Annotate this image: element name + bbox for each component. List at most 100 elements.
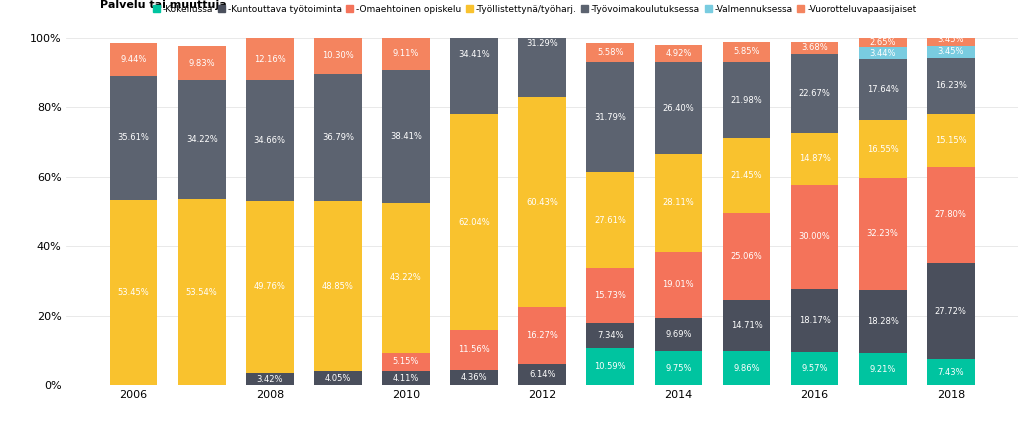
- Text: 53.54%: 53.54%: [186, 288, 218, 297]
- Bar: [246, 373, 294, 385]
- Bar: [655, 62, 702, 154]
- Text: 27.61%: 27.61%: [594, 216, 626, 225]
- Bar: [178, 46, 225, 80]
- Bar: [927, 114, 975, 167]
- Bar: [859, 38, 906, 47]
- Text: 49.76%: 49.76%: [254, 282, 285, 291]
- Bar: [927, 34, 975, 45]
- Text: 15.15%: 15.15%: [935, 136, 967, 145]
- Text: 9.11%: 9.11%: [393, 49, 419, 58]
- Text: 4.92%: 4.92%: [665, 49, 692, 58]
- Bar: [927, 360, 975, 385]
- Bar: [314, 38, 362, 74]
- Text: 5.15%: 5.15%: [393, 357, 419, 367]
- Bar: [586, 43, 634, 62]
- Text: 34.66%: 34.66%: [254, 136, 285, 145]
- Text: 10.59%: 10.59%: [594, 362, 626, 371]
- Bar: [178, 199, 225, 385]
- Bar: [586, 349, 634, 385]
- Bar: [519, 0, 566, 98]
- Text: 60.43%: 60.43%: [526, 198, 559, 207]
- Text: 16.23%: 16.23%: [935, 81, 967, 90]
- Text: 27.72%: 27.72%: [935, 307, 967, 316]
- Text: 19.01%: 19.01%: [663, 280, 695, 289]
- Text: 43.22%: 43.22%: [390, 274, 421, 282]
- Bar: [722, 351, 770, 385]
- Text: 16.55%: 16.55%: [866, 144, 898, 154]
- Bar: [927, 58, 975, 114]
- Bar: [791, 54, 839, 133]
- Bar: [178, 80, 225, 199]
- Text: 18.28%: 18.28%: [866, 317, 898, 326]
- Bar: [722, 62, 770, 139]
- Text: 35.61%: 35.61%: [118, 133, 149, 142]
- Bar: [586, 62, 634, 173]
- Text: 62.04%: 62.04%: [458, 218, 490, 226]
- Text: 3.42%: 3.42%: [257, 375, 283, 384]
- Bar: [791, 42, 839, 54]
- Text: 3.68%: 3.68%: [801, 43, 828, 52]
- Text: 9.44%: 9.44%: [121, 55, 146, 64]
- Bar: [791, 289, 839, 352]
- Bar: [246, 200, 294, 373]
- Bar: [722, 300, 770, 351]
- Text: 32.23%: 32.23%: [866, 229, 898, 238]
- Bar: [519, 98, 566, 307]
- Text: 48.85%: 48.85%: [322, 282, 354, 291]
- Text: 28.11%: 28.11%: [663, 198, 695, 208]
- Bar: [450, 0, 498, 115]
- Bar: [450, 370, 498, 385]
- Text: 2.65%: 2.65%: [870, 38, 896, 47]
- Bar: [791, 352, 839, 385]
- Text: 36.79%: 36.79%: [322, 133, 354, 142]
- Legend: -Kokeilussa, -Kuntouttava työtoiminta, -Omaehtoinen opiskelu, -Työllistettynä/ty: -Kokeilussa, -Kuntouttava työtoiminta, -…: [152, 5, 917, 13]
- Bar: [383, 203, 430, 353]
- Bar: [655, 252, 702, 318]
- Bar: [655, 318, 702, 352]
- Text: 5.58%: 5.58%: [597, 48, 624, 57]
- Bar: [383, 353, 430, 371]
- Text: 3.44%: 3.44%: [870, 48, 896, 58]
- Text: 30.00%: 30.00%: [799, 232, 831, 241]
- Text: 53.45%: 53.45%: [118, 288, 149, 297]
- Bar: [314, 371, 362, 385]
- Bar: [927, 167, 975, 263]
- Text: 5.85%: 5.85%: [733, 47, 760, 56]
- Text: 18.17%: 18.17%: [799, 316, 831, 325]
- Bar: [383, 371, 430, 385]
- Bar: [109, 200, 158, 385]
- Bar: [383, 69, 430, 203]
- Text: 21.45%: 21.45%: [730, 171, 762, 180]
- Bar: [383, 38, 430, 69]
- Bar: [722, 42, 770, 62]
- Text: 22.67%: 22.67%: [799, 89, 831, 98]
- Text: 15.73%: 15.73%: [594, 291, 626, 300]
- Bar: [859, 120, 906, 178]
- Bar: [722, 213, 770, 300]
- Bar: [314, 202, 362, 371]
- Bar: [450, 330, 498, 370]
- Bar: [586, 173, 634, 268]
- Bar: [450, 115, 498, 330]
- Text: 12.16%: 12.16%: [254, 54, 285, 64]
- Text: 21.98%: 21.98%: [730, 96, 762, 105]
- Bar: [586, 268, 634, 323]
- Text: 34.41%: 34.41%: [458, 50, 490, 59]
- Bar: [859, 353, 906, 385]
- Bar: [722, 139, 770, 213]
- Bar: [859, 59, 906, 120]
- Bar: [519, 307, 566, 364]
- Text: 3.45%: 3.45%: [937, 47, 964, 56]
- Text: 25.06%: 25.06%: [730, 252, 762, 261]
- Bar: [859, 47, 906, 59]
- Text: 3.45%: 3.45%: [937, 35, 964, 44]
- Bar: [109, 43, 158, 76]
- Text: 26.40%: 26.40%: [663, 104, 695, 113]
- Bar: [859, 290, 906, 353]
- Text: 9.86%: 9.86%: [733, 364, 760, 373]
- Text: 7.43%: 7.43%: [937, 368, 964, 377]
- Bar: [655, 45, 702, 62]
- Text: 31.79%: 31.79%: [594, 113, 626, 122]
- Text: 9.75%: 9.75%: [665, 364, 692, 373]
- Text: 10.30%: 10.30%: [322, 51, 354, 60]
